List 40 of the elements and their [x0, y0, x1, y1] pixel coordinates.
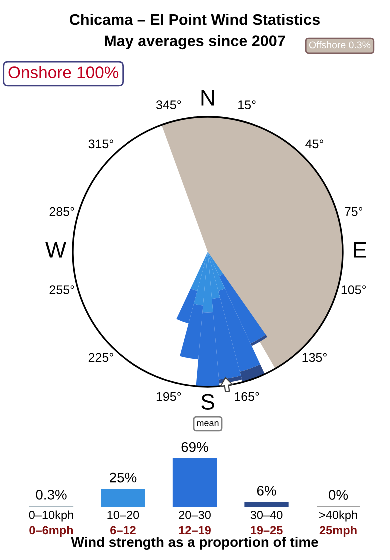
- text: Chicama – El Point Wind Statistics: [70, 14, 320, 26]
- x-tick-label: >40kph: [320, 510, 358, 522]
- x-tick-label: 20–30: [179, 511, 211, 520]
- text: W: [46, 242, 66, 258]
- data-label: 69%: [182, 442, 208, 452]
- data-label: 6%: [257, 486, 276, 496]
- text: 315°: [88, 140, 114, 149]
- x-tick-label: 0–10kph: [29, 510, 74, 522]
- text: 0–6mph: [30, 526, 74, 537]
- text: 6–12: [110, 526, 136, 535]
- text: 45°: [306, 140, 324, 149]
- data-label: 0.3%: [36, 490, 67, 500]
- bar: [172, 458, 218, 508]
- text: Offshore 0.3%: [309, 41, 371, 49]
- bar: [244, 502, 289, 508]
- text: S: [202, 394, 214, 410]
- text: mean: [197, 421, 219, 426]
- text: 19–25: [251, 526, 283, 535]
- x-axis-title: Wind strength as a proportion of time: [71, 536, 318, 550]
- bar: [101, 489, 146, 508]
- text: N: [202, 90, 214, 106]
- text: 25mph: [320, 526, 357, 537]
- text: 135°: [302, 353, 327, 362]
- text: 255°: [50, 286, 74, 294]
- text: 285°: [50, 207, 74, 216]
- text: 225°: [88, 353, 114, 362]
- text: 15°: [238, 100, 256, 110]
- x-tick-label: 30–40: [250, 511, 283, 520]
- data-label: 0%: [329, 490, 348, 500]
- data-label: 25%: [110, 472, 137, 483]
- text: 12–19: [179, 526, 211, 535]
- text: E: [354, 242, 366, 258]
- text: 75°: [345, 207, 363, 216]
- text: 105°: [342, 286, 366, 294]
- text: Onshore 100%: [8, 66, 119, 78]
- text: May averages since 2007: [105, 35, 286, 50]
- x-tick-label: 10–20: [108, 511, 140, 520]
- text: 195°: [156, 392, 182, 402]
- text: 165°: [235, 392, 260, 402]
- text: 345°: [156, 100, 182, 110]
